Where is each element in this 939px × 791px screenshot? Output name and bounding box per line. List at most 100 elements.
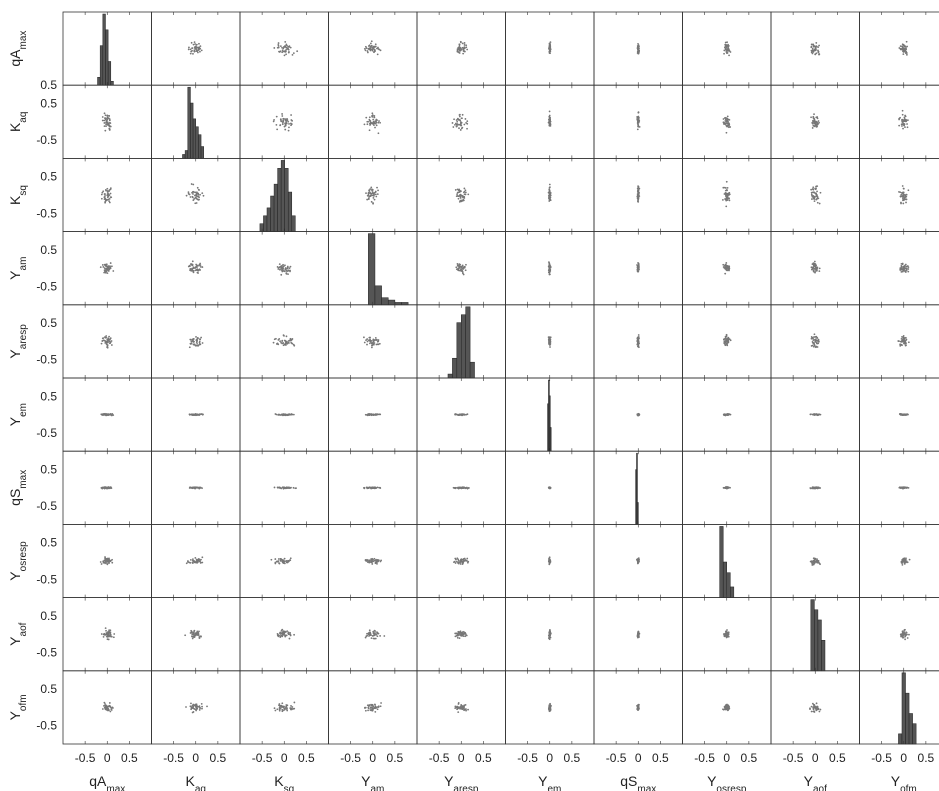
scatter-point bbox=[109, 413, 111, 416]
scatter-point bbox=[108, 200, 111, 202]
scatter-point bbox=[101, 708, 104, 710]
scatter-points bbox=[547, 110, 552, 127]
scatter-point bbox=[458, 561, 460, 564]
scatter-point bbox=[904, 628, 906, 631]
scatter-point bbox=[201, 192, 204, 195]
scatter-point bbox=[727, 43, 729, 46]
scatter-point bbox=[105, 121, 107, 124]
scatter-point bbox=[101, 191, 104, 194]
scatter-point bbox=[111, 413, 114, 415]
histogram-bar bbox=[905, 692, 910, 745]
y-tick-label: -0.5 bbox=[36, 206, 57, 220]
scatter-point bbox=[379, 705, 382, 708]
scatter-point bbox=[105, 706, 108, 709]
scatter-point bbox=[908, 558, 911, 561]
scatter-point bbox=[201, 707, 203, 710]
scatter-point bbox=[201, 342, 204, 344]
scatter-point bbox=[195, 561, 198, 564]
scatter-point bbox=[901, 46, 904, 49]
scatter-point bbox=[107, 414, 110, 416]
scatter-points bbox=[547, 261, 552, 276]
scatter-point bbox=[189, 196, 192, 198]
scatter-point bbox=[373, 637, 376, 640]
scatter-point bbox=[459, 559, 462, 562]
scatter-point bbox=[286, 342, 289, 345]
scatter-point bbox=[456, 708, 458, 711]
scatter-point bbox=[194, 708, 197, 711]
scatter-point bbox=[284, 41, 287, 43]
scatter-point bbox=[369, 195, 372, 198]
scatter-point bbox=[103, 633, 106, 636]
y-axis-label: Yam bbox=[7, 257, 29, 280]
scatter-points bbox=[547, 183, 552, 202]
scatter-point bbox=[193, 487, 196, 490]
scatter-point bbox=[903, 631, 906, 633]
scatter-point bbox=[284, 123, 287, 126]
scatter-point bbox=[813, 343, 816, 346]
scatter-point bbox=[461, 267, 464, 270]
scatter-point bbox=[809, 708, 811, 711]
scatter-point bbox=[293, 701, 296, 704]
scatter-point bbox=[194, 344, 197, 347]
scatter-point bbox=[185, 562, 188, 565]
scatter-point bbox=[454, 562, 457, 564]
scatter-point bbox=[725, 337, 727, 339]
scatter-point bbox=[816, 190, 818, 193]
scatter-point bbox=[107, 267, 110, 269]
scatter-point bbox=[637, 42, 639, 45]
scatter-point bbox=[288, 123, 290, 125]
scatter-point bbox=[197, 46, 199, 49]
scatter-point bbox=[813, 336, 815, 338]
scatter-point bbox=[198, 709, 201, 711]
scatter-point bbox=[906, 123, 908, 125]
scatter-point bbox=[636, 120, 639, 123]
scatter-point bbox=[111, 706, 113, 709]
scatter-point bbox=[371, 563, 374, 565]
scatter-point bbox=[192, 703, 195, 706]
scatter-point bbox=[100, 633, 103, 635]
y-tick-label: 0.5 bbox=[40, 463, 57, 477]
scatter-point bbox=[188, 413, 191, 416]
scatter-point bbox=[279, 414, 282, 417]
scatter-point bbox=[284, 268, 287, 271]
scatter-points bbox=[898, 413, 909, 417]
scatter-point bbox=[728, 199, 731, 202]
scatter-point bbox=[813, 561, 816, 564]
scatter-point bbox=[548, 196, 551, 199]
scatter-point bbox=[284, 264, 286, 267]
scatter-points bbox=[899, 628, 910, 641]
scatter-point bbox=[548, 116, 551, 119]
scatter-point bbox=[282, 119, 285, 122]
y-tick-label: 0.5 bbox=[40, 78, 57, 92]
scatter-point bbox=[191, 263, 194, 266]
y-tick-label: 0.5 bbox=[40, 609, 57, 623]
scatter-point bbox=[636, 343, 639, 346]
scatter-point bbox=[549, 192, 551, 195]
scatter-point bbox=[289, 559, 292, 562]
scatter-points bbox=[809, 413, 822, 417]
scatter-point bbox=[285, 708, 288, 711]
scatter-points bbox=[101, 112, 112, 132]
scatter-point bbox=[370, 709, 373, 712]
scatter-point bbox=[198, 48, 201, 50]
y-tick-label: 0.5 bbox=[40, 243, 57, 257]
scatter-point bbox=[375, 124, 378, 127]
scatter-point bbox=[366, 343, 368, 346]
scatter-point bbox=[284, 339, 287, 342]
scatter-point bbox=[187, 265, 190, 268]
scatter-point bbox=[464, 118, 467, 120]
scatter-point bbox=[188, 346, 191, 349]
scatter-point bbox=[279, 487, 282, 489]
scatter-point bbox=[374, 43, 377, 46]
scatter-point bbox=[376, 708, 379, 711]
scatter-point bbox=[194, 560, 196, 563]
scatter-point bbox=[284, 630, 286, 633]
scatter-point bbox=[198, 630, 200, 633]
scatter-point bbox=[103, 701, 106, 704]
scatter-point bbox=[901, 113, 904, 116]
scatter-point bbox=[274, 558, 277, 560]
scatter-point bbox=[727, 706, 730, 709]
scatter-point bbox=[272, 120, 275, 123]
scatter-point bbox=[456, 705, 458, 708]
scatter-point bbox=[106, 187, 109, 190]
